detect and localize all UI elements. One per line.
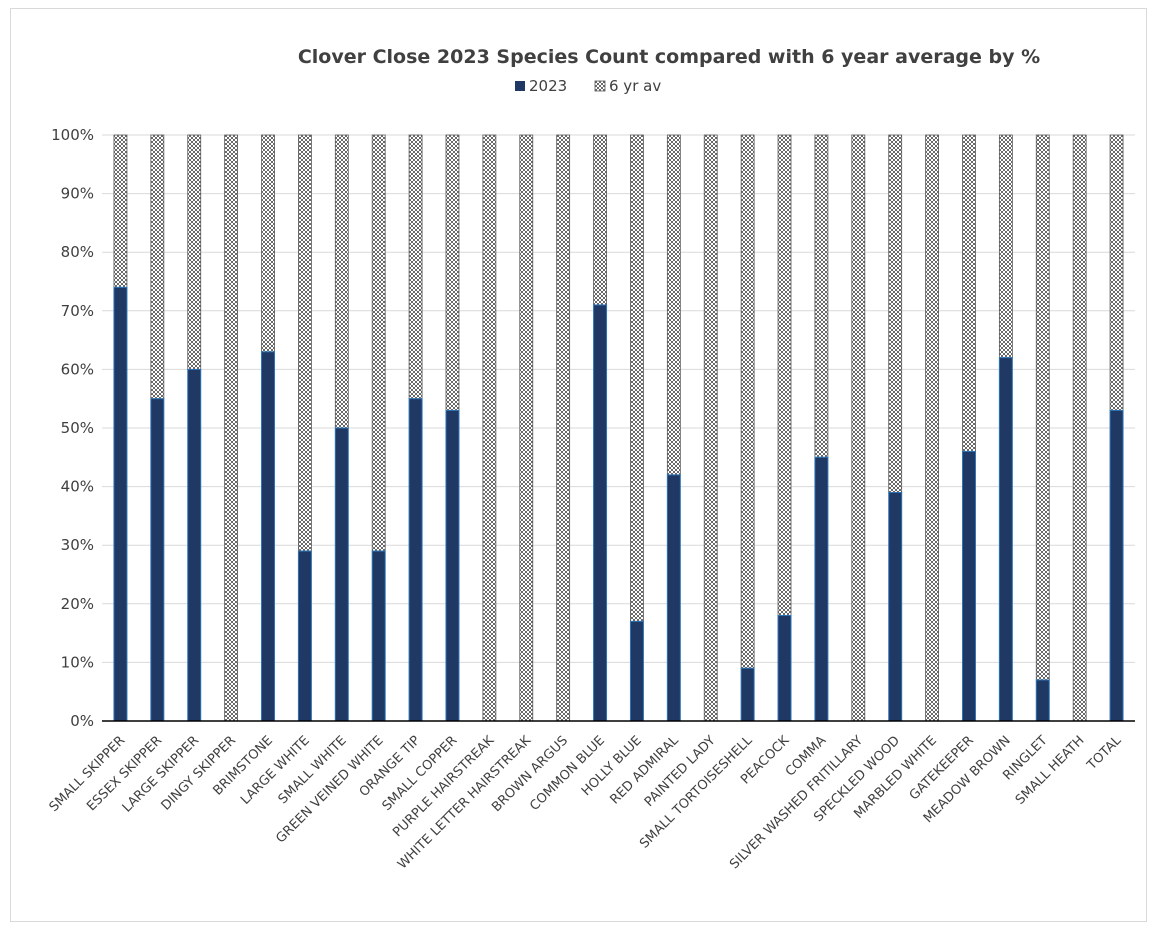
- bar-2023: [113, 286, 128, 722]
- bar-6yr-av: [925, 134, 939, 722]
- y-tick-label: 100%: [51, 126, 94, 144]
- bar-6yr-av: [187, 134, 202, 370]
- y-tick-label: 0%: [70, 712, 94, 730]
- bar-2023: [740, 667, 755, 722]
- bar-2023: [150, 398, 165, 722]
- bar-2023: [961, 450, 976, 722]
- y-tick-label: 60%: [61, 360, 94, 378]
- y-tick-label: 80%: [61, 243, 94, 261]
- y-tick-label: 90%: [61, 185, 94, 203]
- stacked-bar-chart: Clover Close 2023 Species Count compared…: [47, 46, 1135, 872]
- bar-6yr-av: [261, 134, 275, 353]
- bar-6yr-av: [334, 134, 349, 429]
- bar-6yr-av: [556, 134, 571, 722]
- bar-6yr-av: [740, 134, 755, 669]
- bar-2023: [261, 351, 276, 722]
- y-axis: 0% 10% 20% 30% 40% 50% 60% 70% 80% 90% 100%: [51, 126, 94, 730]
- bar-6yr-av: [888, 134, 903, 493]
- bar-6yr-av: [113, 134, 128, 288]
- bar-6yr-av: [519, 134, 534, 722]
- bar-2023: [1035, 679, 1050, 722]
- y-tick-label: 10%: [61, 653, 94, 671]
- y-tick-label: 40%: [61, 478, 94, 496]
- bar-6yr-av: [777, 134, 792, 616]
- y-tick-label: 30%: [61, 536, 94, 554]
- bar-6yr-av: [408, 134, 423, 400]
- bar-2023: [445, 409, 460, 722]
- bar-6yr-av: [445, 134, 460, 411]
- bar-6yr-av: [593, 134, 607, 306]
- legend-swatch-2023: [515, 81, 525, 91]
- bar-2023: [297, 550, 312, 722]
- bar-6yr-av: [482, 134, 497, 722]
- x-tick-label: SMALL HEATH: [1013, 733, 1088, 808]
- y-tick-label: 20%: [61, 595, 94, 613]
- bar-6yr-av: [224, 134, 239, 722]
- bar-6yr-av: [851, 134, 866, 722]
- bar-2023: [814, 456, 829, 722]
- bar-6yr-av: [1109, 134, 1124, 411]
- bar-2023: [334, 427, 349, 722]
- bar-6yr-av: [298, 134, 312, 552]
- legend-swatch-6yr-av: [594, 80, 606, 92]
- legend-label-6yr-av: 6 yr av: [609, 77, 661, 95]
- bar-2023: [998, 357, 1013, 722]
- bar-2023: [629, 620, 644, 722]
- bar-6yr-av: [150, 134, 165, 400]
- bar-2023: [888, 491, 903, 722]
- bar-2023: [593, 304, 608, 722]
- bar-6yr-av: [814, 134, 829, 458]
- x-tick-label: TOTAL: [1084, 733, 1125, 774]
- bar-2023: [777, 615, 792, 722]
- bar-6yr-av: [371, 134, 386, 552]
- bar-6yr-av: [1072, 134, 1087, 722]
- bar-6yr-av: [962, 134, 976, 452]
- y-tick-label: 50%: [61, 419, 94, 437]
- bar-6yr-av: [630, 134, 644, 622]
- legend-label-2023: 2023: [529, 77, 567, 95]
- bar-6yr-av: [1035, 134, 1050, 681]
- bar-6yr-av: [703, 134, 718, 722]
- bar-2023: [1109, 409, 1124, 722]
- y-tick-label: 70%: [61, 302, 94, 320]
- bar-2023: [187, 368, 202, 722]
- bars: [113, 134, 1124, 722]
- chart-frame: Clover Close 2023 Species Count compared…: [10, 8, 1147, 922]
- bar-6yr-av: [998, 134, 1013, 359]
- legend: 2023 6 yr av: [515, 77, 661, 95]
- bar-2023: [666, 474, 681, 722]
- bar-2023: [371, 550, 386, 722]
- gridlines: [102, 134, 1135, 663]
- bar-6yr-av: [666, 134, 681, 476]
- x-tick-label: GATEKEEPER: [907, 733, 977, 803]
- chart-title: Clover Close 2023 Species Count compared…: [298, 46, 1040, 68]
- bar-2023: [408, 398, 423, 722]
